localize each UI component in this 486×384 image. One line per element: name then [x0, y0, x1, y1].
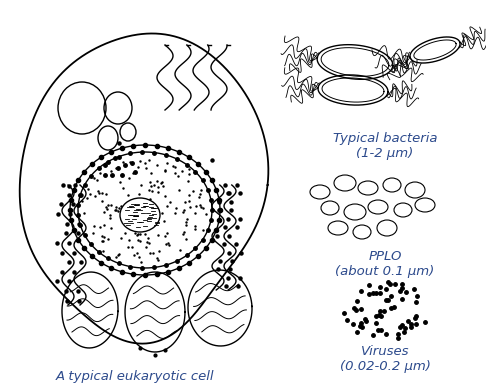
Text: PPLO
(about 0.1 μm): PPLO (about 0.1 μm): [335, 250, 434, 278]
Text: Typical bacteria
(1-2 μm): Typical bacteria (1-2 μm): [333, 132, 437, 160]
Text: A typical eukaryotic cell
(10-20 μm): A typical eukaryotic cell (10-20 μm): [56, 370, 214, 384]
Text: Viruses
(0.02-0.2 μm): Viruses (0.02-0.2 μm): [340, 345, 431, 373]
